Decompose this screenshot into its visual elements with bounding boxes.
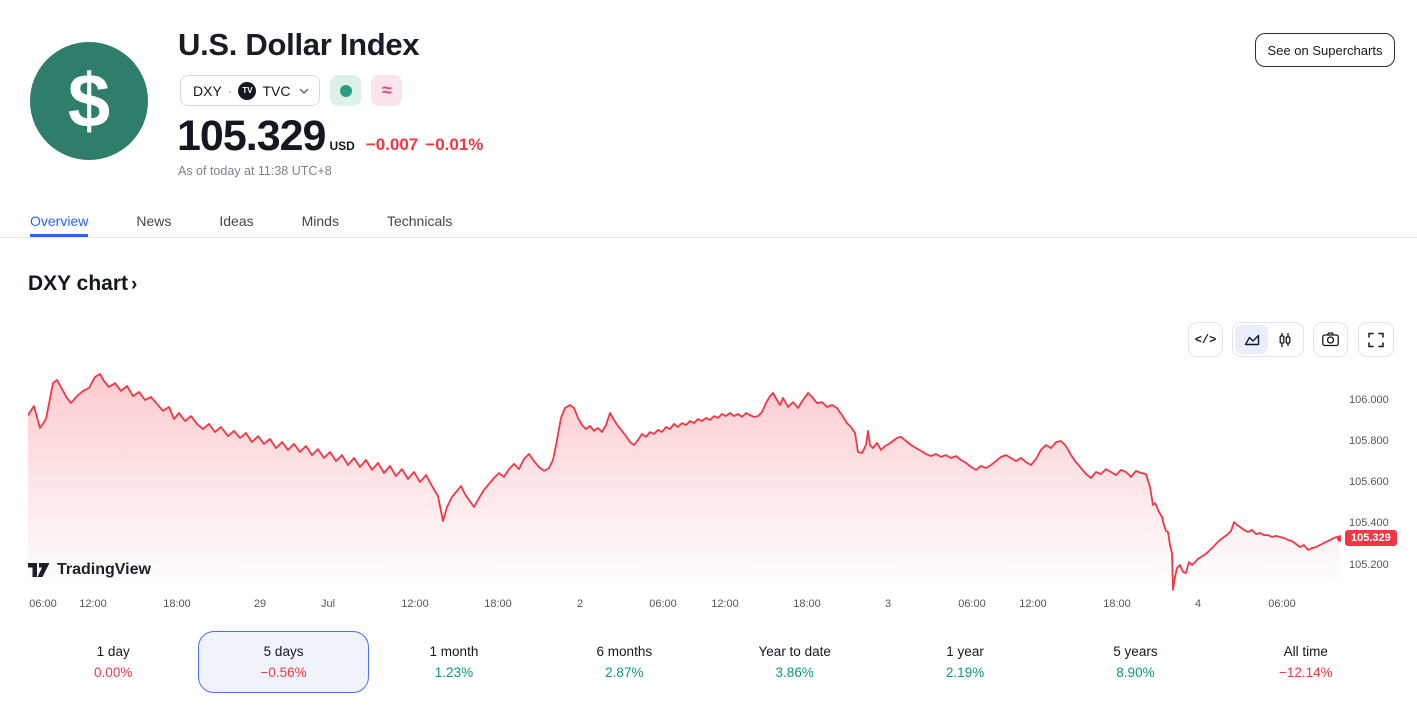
period-label: 5 days (263, 644, 304, 659)
period-performance-row: 1 day 0.00% 5 days −0.56% 1 month 1.23% 6 mont… (28, 631, 1391, 693)
time-axis-label: 12:00 (711, 598, 739, 610)
area-chart-icon (1244, 334, 1259, 345)
time-axis-label: 12:00 (1019, 598, 1047, 610)
tradingview-mark-icon: TV (238, 81, 257, 100)
period-label: 1 year (946, 644, 984, 659)
fullscreen-icon (1368, 332, 1384, 347)
see-on-supercharts-button[interactable]: See on Supercharts (1255, 33, 1395, 67)
price-axis-label: 105.800 (1349, 434, 1389, 447)
period-change-value: 3.86% (775, 665, 814, 680)
camera-icon (1322, 332, 1339, 347)
tab-overview[interactable]: Overview (30, 205, 89, 237)
dxy-area-chart[interactable] (28, 365, 1341, 595)
time-axis-label: 12:00 (79, 598, 107, 610)
period-all-time[interactable]: All time −12.14% (1221, 631, 1391, 693)
time-axis-label: 18:00 (484, 598, 512, 610)
time-axis-label: 06:00 (649, 598, 677, 610)
period-1-year[interactable]: 1 year 2.19% (880, 631, 1050, 693)
time-axis-label: Jul (320, 598, 336, 610)
symbol-selector[interactable]: DXY · TV TVC (180, 75, 321, 106)
time-axis-label: 18:00 (1103, 598, 1131, 610)
period-change-value: 0.00% (94, 665, 133, 680)
area-chart-style-button[interactable] (1235, 325, 1268, 354)
tradingview-wordmark: TradingView (57, 561, 151, 578)
approx-icon: ≈ (382, 80, 392, 100)
period-change-value: −0.56% (260, 665, 307, 680)
time-axis-label: 06:00 (1268, 598, 1296, 610)
price-axis-label: 105.200 (1349, 558, 1389, 571)
chevron-down-icon (298, 85, 310, 97)
embed-code-button[interactable]: </> (1188, 322, 1223, 357)
price-axis-label: 105.600 (1349, 476, 1389, 488)
price-row: 105.329 USD −0.007 −0.01% (177, 112, 483, 161)
tradingview-attribution[interactable]: TradingView (28, 561, 151, 579)
separator-dot: · (227, 82, 233, 99)
currency-label: USD (329, 139, 355, 153)
period-5-days[interactable]: 5 days −0.56% (198, 631, 369, 693)
chart-style-toggle (1232, 322, 1304, 357)
period-6-months[interactable]: 6 months 2.87% (539, 631, 709, 693)
period-1-day[interactable]: 1 day 0.00% (28, 631, 198, 693)
price-axis-label: 106.000 (1349, 393, 1389, 406)
symbol-logo: $ (30, 42, 148, 160)
last-price-tag: 105.329 (1345, 530, 1397, 547)
period-change-value: 1.23% (434, 665, 474, 680)
period-change-value: 8.90% (1116, 665, 1155, 680)
symbol-tabs: Overview News Ideas Minds Technicals (30, 205, 452, 237)
period-1-month[interactable]: 1 month 1.23% (369, 631, 539, 693)
period-change-value: −12.14% (1278, 665, 1333, 680)
period-year-to-date[interactable]: Year to date 3.86% (710, 631, 880, 693)
tab-minds[interactable]: Minds (301, 213, 339, 229)
candles-icon (1279, 332, 1290, 347)
area-fill (28, 374, 1340, 595)
period-5-years[interactable]: 5 years 8.90% (1050, 631, 1220, 693)
fullscreen-button[interactable] (1358, 322, 1394, 357)
last-price-dot (1336, 535, 1341, 542)
tab-technicals[interactable]: Technicals (386, 213, 453, 229)
market-open-dot-icon (339, 84, 352, 97)
tradingview-logo-icon (28, 562, 50, 577)
period-label: 1 day (96, 644, 130, 659)
symbol-ticker: DXY (193, 82, 222, 99)
period-label: 6 months (596, 644, 653, 659)
dxy-chart-heading[interactable]: DXY chart › (28, 272, 137, 296)
time-axis-label: 4 (1194, 598, 1202, 610)
tab-ideas[interactable]: Ideas (219, 213, 254, 229)
time-axis-label: 12:00 (401, 598, 429, 610)
price-line (28, 373, 1341, 591)
time-axis-label: 2 (576, 598, 584, 610)
tab-news[interactable]: News (136, 213, 172, 229)
period-change-value: 2.19% (945, 665, 985, 680)
time-axis-label: 06:00 (958, 598, 986, 610)
section-title-text: DXY chart (28, 272, 128, 295)
tabs-divider (0, 237, 1417, 238)
code-icon: </> (1194, 332, 1217, 347)
last-price: 105.329 (177, 112, 326, 160)
period-label: Year to date (758, 644, 831, 659)
dollar-sign-icon: $ (67, 58, 111, 144)
time-axis-label: 29 (253, 598, 267, 610)
symbol-row: DXY · TV TVC ≈ (180, 75, 403, 106)
snapshot-button[interactable] (1313, 322, 1348, 357)
candles-chart-style-button[interactable] (1268, 325, 1301, 354)
period-label: All time (1283, 644, 1328, 659)
price-change: −0.007 (365, 135, 419, 154)
period-label: 5 years (1113, 644, 1158, 659)
price-change-percent: −0.01% (425, 135, 484, 154)
period-change-value: 2.87% (605, 665, 644, 680)
price-chart: 106.000 105.800 105.600 105.400 105.200 06:0… (0, 365, 1417, 615)
approx-price-badge[interactable]: ≈ (371, 75, 403, 106)
exchange-label: TVC (262, 82, 291, 99)
chevron-right-icon: › (131, 274, 138, 295)
market-status-badge[interactable] (330, 75, 362, 106)
time-axis-label: 3 (884, 598, 892, 610)
price-axis-label: 105.400 (1349, 517, 1389, 530)
time-axis-label: 18:00 (163, 598, 191, 610)
as-of-timestamp: As of today at 11:38 UTC+8 (178, 164, 332, 178)
period-label: 1 month (429, 644, 479, 659)
time-axis-label: 18:00 (793, 598, 821, 610)
page-title: U.S. Dollar Index (178, 27, 420, 62)
time-axis-label: 06:00 (29, 598, 57, 610)
